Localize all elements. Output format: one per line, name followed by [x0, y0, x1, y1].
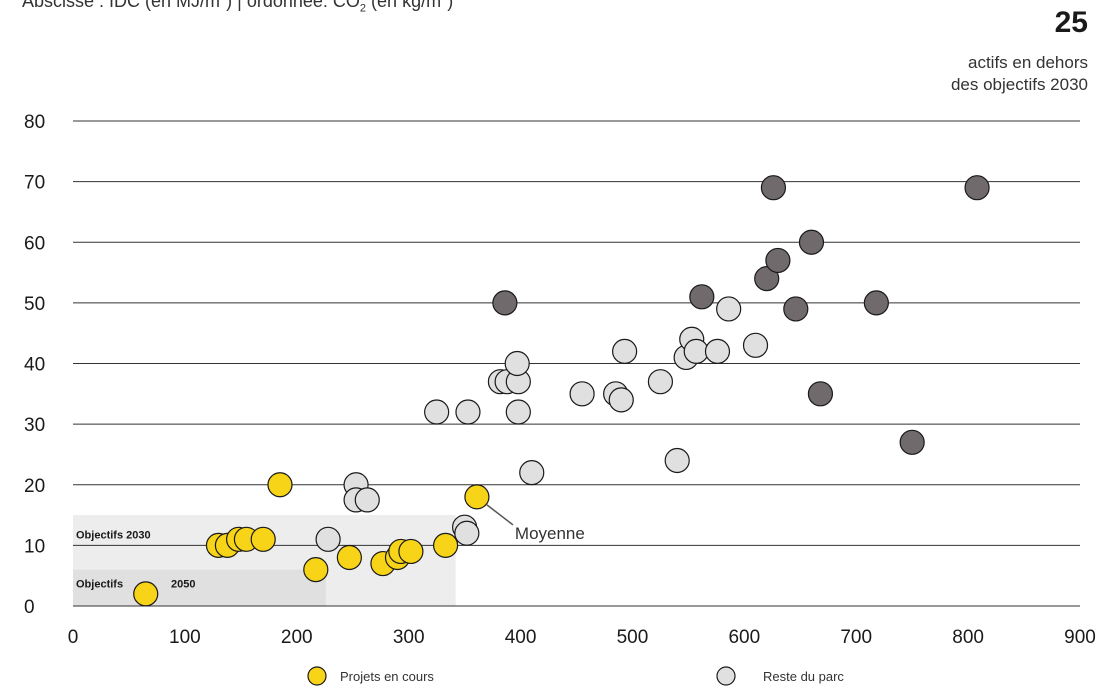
- x-tick-label: 800: [952, 627, 984, 648]
- point-projets: [464, 484, 490, 510]
- point-hors-objectifs: [689, 284, 715, 310]
- y-tick-label: 60: [24, 233, 45, 254]
- chart-axes-caption: Abscisse : IDC (en MJ/m2) | ordonnée: CO…: [22, 0, 453, 15]
- x-tick-label: 500: [617, 627, 649, 648]
- kpi-value: 25: [1054, 6, 1088, 39]
- zone-2050: [73, 569, 326, 606]
- point-hors-objectifs: [807, 381, 834, 407]
- point-hors-objectifs: [798, 229, 825, 255]
- point-reste: [664, 447, 690, 474]
- point-reste: [505, 399, 531, 425]
- x-tick-label: 300: [393, 627, 425, 648]
- point-projets: [133, 581, 159, 607]
- y-tick-label: 20: [24, 476, 45, 497]
- caption-sub: 2: [359, 2, 367, 15]
- point-reste: [519, 460, 545, 486]
- y-tick-label: 30: [24, 415, 45, 436]
- point-reste: [647, 369, 674, 395]
- point-reste: [742, 332, 769, 358]
- y-tick-label: 10: [24, 536, 45, 557]
- point-reste: [504, 350, 530, 377]
- point-hors-objectifs: [964, 175, 990, 201]
- point-reste: [683, 338, 709, 364]
- x-tick-label: 200: [281, 627, 313, 648]
- point-hors-objectifs: [492, 290, 518, 316]
- point-hors-objectifs: [863, 290, 889, 316]
- point-projets: [336, 544, 362, 571]
- legend-marker: [716, 666, 736, 686]
- point-projets: [250, 526, 276, 552]
- kpi-caption: actifs en dehors des objectifs 2030: [951, 52, 1088, 96]
- y-tick-label: 0: [24, 597, 35, 618]
- point-reste: [612, 338, 638, 364]
- zone-label-2050: Objectifs: [76, 579, 123, 591]
- legend-label: Projets en cours: [340, 669, 434, 684]
- caption-text-3: (en kg/m: [366, 0, 442, 11]
- x-tick-label: 900: [1064, 627, 1096, 648]
- x-tick-label: 100: [169, 627, 201, 648]
- point-projets: [432, 532, 459, 558]
- point-projets: [398, 538, 424, 565]
- zone-label-2050-year: 2050: [171, 579, 195, 591]
- point-reste: [704, 338, 731, 364]
- kpi-caption-line-1: actifs en dehors: [967, 53, 1088, 72]
- annotation-label: Moyenne: [515, 524, 585, 543]
- point-reste: [455, 399, 481, 425]
- point-projets: [267, 472, 293, 498]
- kpi-caption-line-2: des objectifs 2030: [950, 75, 1088, 94]
- point-hors-objectifs: [899, 429, 925, 455]
- caption-text-4: ): [447, 0, 454, 11]
- point-reste: [454, 520, 480, 546]
- point-reste: [315, 526, 341, 552]
- point-reste: [716, 296, 742, 322]
- point-reste: [354, 487, 380, 513]
- point-hors-objectifs: [754, 266, 780, 292]
- point-projets: [303, 557, 329, 583]
- x-tick-label: 400: [505, 627, 537, 648]
- annotation-leader: [486, 504, 514, 526]
- y-tick-label: 50: [24, 294, 45, 315]
- caption-text-1: Abscisse : IDC (en MJ/m: [22, 0, 221, 11]
- legend-label: Reste du parc: [763, 669, 844, 684]
- x-tick-label: 0: [68, 627, 79, 648]
- point-hors-objectifs: [760, 175, 787, 201]
- point-reste: [608, 387, 634, 413]
- zone-label-2030: Objectifs 2030: [76, 529, 151, 541]
- point-reste: [424, 399, 450, 425]
- x-tick-label: 700: [840, 627, 872, 648]
- y-tick-label: 80: [24, 112, 45, 133]
- caption-sup-1: 2: [220, 0, 226, 3]
- caption-text-2: ) | ordonnée: CO: [226, 0, 360, 11]
- caption-sup-2: 2: [441, 0, 447, 3]
- point-hors-objectifs: [765, 247, 791, 274]
- point-reste: [569, 381, 595, 407]
- y-tick-label: 40: [24, 355, 45, 376]
- legend-marker: [307, 666, 327, 686]
- point-hors-objectifs: [783, 296, 809, 322]
- y-tick-label: 70: [24, 173, 45, 194]
- x-tick-label: 600: [728, 627, 760, 648]
